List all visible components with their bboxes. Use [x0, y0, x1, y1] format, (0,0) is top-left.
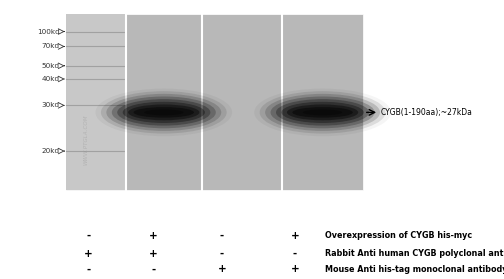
- Text: 30kd: 30kd: [41, 102, 59, 108]
- Bar: [66, 14, 126, 190]
- Ellipse shape: [281, 102, 364, 123]
- Ellipse shape: [122, 102, 205, 123]
- Ellipse shape: [303, 109, 342, 115]
- Ellipse shape: [106, 94, 221, 131]
- Text: +: +: [149, 249, 158, 259]
- Ellipse shape: [271, 97, 374, 128]
- Text: Overexpression of CYGB his-myc: Overexpression of CYGB his-myc: [325, 231, 472, 240]
- Text: CYGB(1-190aa);~27kDa: CYGB(1-190aa);~27kDa: [381, 108, 473, 117]
- Text: -: -: [86, 231, 90, 241]
- Text: 50kd: 50kd: [41, 63, 59, 69]
- Ellipse shape: [144, 109, 183, 115]
- Text: -: -: [220, 231, 224, 241]
- Text: +: +: [217, 264, 226, 274]
- Text: -: -: [86, 264, 90, 274]
- Text: Rabbit Anti human CYGB polyclonal antibody: Rabbit Anti human CYGB polyclonal antibo…: [325, 249, 504, 258]
- Ellipse shape: [134, 107, 194, 118]
- Text: -: -: [220, 249, 224, 259]
- Text: -: -: [293, 249, 297, 259]
- Ellipse shape: [292, 107, 353, 118]
- Ellipse shape: [276, 99, 369, 126]
- Ellipse shape: [117, 99, 210, 126]
- Text: 40kd: 40kd: [41, 76, 59, 82]
- Bar: [66, 14, 363, 190]
- Text: +: +: [84, 249, 93, 259]
- Ellipse shape: [112, 97, 216, 128]
- Text: Mouse Anti his-tag monoclonal antibody: Mouse Anti his-tag monoclonal antibody: [325, 265, 504, 274]
- Text: WWW.PTGLA.COM: WWW.PTGLA.COM: [83, 114, 88, 165]
- Ellipse shape: [101, 91, 227, 134]
- Ellipse shape: [287, 104, 358, 120]
- Ellipse shape: [265, 94, 380, 131]
- Text: 100kd: 100kd: [37, 28, 59, 35]
- Text: +: +: [290, 264, 299, 274]
- Text: +: +: [149, 231, 158, 241]
- Text: -: -: [152, 264, 156, 274]
- Ellipse shape: [260, 91, 386, 134]
- Ellipse shape: [128, 104, 200, 120]
- Text: 70kd: 70kd: [41, 44, 59, 49]
- Text: 20kd: 20kd: [41, 148, 59, 154]
- Text: +: +: [290, 231, 299, 241]
